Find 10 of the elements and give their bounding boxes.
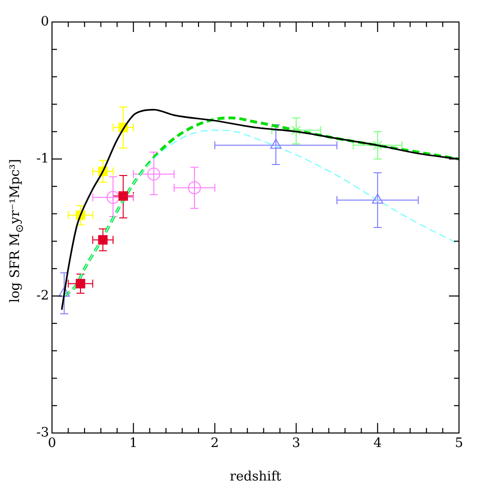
x-axis-title: redshift	[230, 470, 282, 485]
x-tick-label: 3	[292, 436, 300, 452]
y-tick-label: -2	[36, 288, 49, 304]
y-tick-label: 0	[40, 14, 49, 30]
y-tick-label: -3	[36, 425, 49, 440]
x-tick-label: 2	[210, 436, 219, 452]
x-tick-label: 1	[129, 436, 138, 452]
y-tick-label: -1	[36, 151, 49, 166]
x-tick-label: 4	[373, 436, 382, 452]
x-tick-label: 5	[454, 436, 464, 452]
